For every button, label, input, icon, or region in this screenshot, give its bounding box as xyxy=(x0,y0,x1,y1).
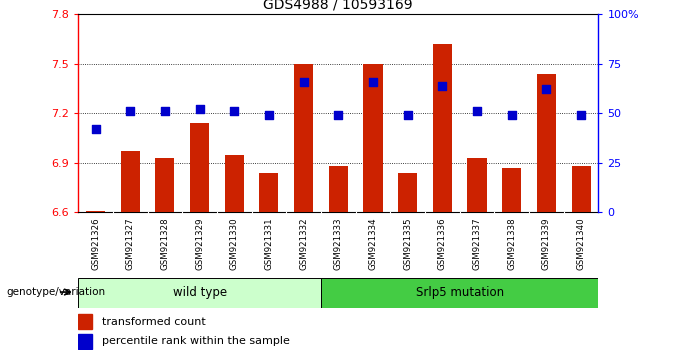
Point xyxy=(194,107,205,112)
Point xyxy=(402,113,413,118)
Point xyxy=(159,108,170,114)
Bar xyxy=(294,64,313,212)
Point xyxy=(263,113,274,118)
Text: GSM921327: GSM921327 xyxy=(126,218,135,270)
Text: GSM921332: GSM921332 xyxy=(299,218,308,270)
Bar xyxy=(224,155,244,212)
Text: GSM921336: GSM921336 xyxy=(438,218,447,270)
Text: genotype/variation: genotype/variation xyxy=(7,287,106,297)
Point xyxy=(506,113,517,118)
Text: GSM921326: GSM921326 xyxy=(91,218,100,270)
Point xyxy=(90,126,101,132)
Bar xyxy=(363,64,383,212)
Text: transformed count: transformed count xyxy=(102,316,206,327)
Point xyxy=(333,113,343,118)
Text: GSM921337: GSM921337 xyxy=(473,218,481,270)
Text: GSM921334: GSM921334 xyxy=(369,218,377,270)
Point xyxy=(124,108,135,114)
Point xyxy=(228,108,239,114)
Bar xyxy=(155,158,175,212)
Bar xyxy=(78,314,92,329)
Text: GSM921333: GSM921333 xyxy=(334,218,343,270)
Bar xyxy=(259,173,279,212)
Bar xyxy=(537,74,556,212)
Point xyxy=(575,113,586,118)
Text: GSM921338: GSM921338 xyxy=(507,218,516,270)
Bar xyxy=(467,158,487,212)
Bar xyxy=(120,151,140,212)
Text: wild type: wild type xyxy=(173,286,226,299)
Title: GDS4988 / 10593169: GDS4988 / 10593169 xyxy=(263,0,413,12)
Text: GSM921340: GSM921340 xyxy=(577,218,585,270)
Bar xyxy=(190,123,209,212)
Bar xyxy=(321,278,598,308)
Text: GSM921328: GSM921328 xyxy=(160,218,169,270)
Point xyxy=(471,108,482,114)
Text: GSM921339: GSM921339 xyxy=(542,218,551,270)
Point xyxy=(437,83,447,88)
Bar xyxy=(328,166,348,212)
Bar xyxy=(78,334,92,348)
Bar xyxy=(571,166,591,212)
Text: GSM921330: GSM921330 xyxy=(230,218,239,270)
Text: GSM921329: GSM921329 xyxy=(195,218,204,270)
Text: Srlp5 mutation: Srlp5 mutation xyxy=(415,286,504,299)
Text: GSM921335: GSM921335 xyxy=(403,218,412,270)
Text: percentile rank within the sample: percentile rank within the sample xyxy=(102,336,290,346)
Bar xyxy=(432,44,452,212)
Point xyxy=(298,79,309,84)
Point xyxy=(367,79,378,84)
Bar xyxy=(86,211,105,212)
Point xyxy=(541,87,551,92)
Bar xyxy=(398,173,418,212)
Bar xyxy=(502,168,522,212)
Text: GSM921331: GSM921331 xyxy=(265,218,273,270)
Bar xyxy=(78,278,321,308)
